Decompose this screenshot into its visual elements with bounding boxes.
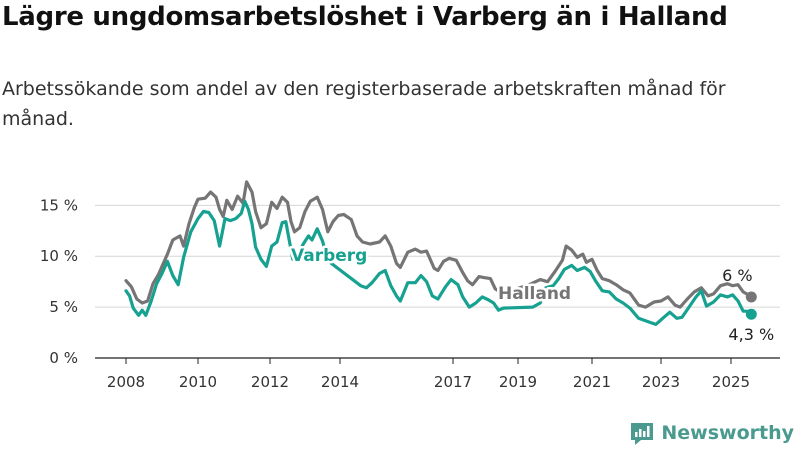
end-point-halland [745,291,757,303]
x-tick-label: 2017 [434,373,472,391]
brand-logo[interactable]: Newsworthy [629,420,794,446]
end-value-label-varberg: 4,3 % [728,325,774,344]
x-tick-label: 2012 [251,373,289,391]
x-tick-label: 2014 [321,373,359,391]
x-tick-label: 2025 [712,373,750,391]
x-tick-label: 2019 [499,373,537,391]
y-tick-label: 15 % [40,196,78,214]
series-label-halland: Halland [498,284,571,304]
y-tick-label: 0 % [49,349,78,367]
x-tick-label: 2023 [642,373,680,391]
y-tick-label: 10 % [40,247,78,265]
end-point-varberg [745,308,757,320]
series-lines [124,180,757,326]
chart-labels: 0 % 5 % 10 % 15 % 2008 2010 2012 2014 2017 2019 20… [40,196,774,391]
brand-name: Newsworthy [661,422,794,444]
series-line-varberg [124,199,753,326]
y-tick-label: 5 % [49,298,78,316]
chart-title: Lägre ungdomsarbetslöshet i Varberg än i… [2,2,728,32]
series-line-halland [124,180,753,309]
series-label-varberg: Varberg [291,246,367,266]
x-tick-label: 2021 [573,373,611,391]
chart-subtitle: Arbetssökande som andel av den registerb… [2,78,726,130]
x-tick-label: 2008 [107,373,145,391]
x-tick-label: 2010 [179,373,217,391]
newsworthy-logo-icon [631,423,654,445]
grid-lines [95,204,780,364]
end-value-label-halland: 6 % [722,266,752,285]
